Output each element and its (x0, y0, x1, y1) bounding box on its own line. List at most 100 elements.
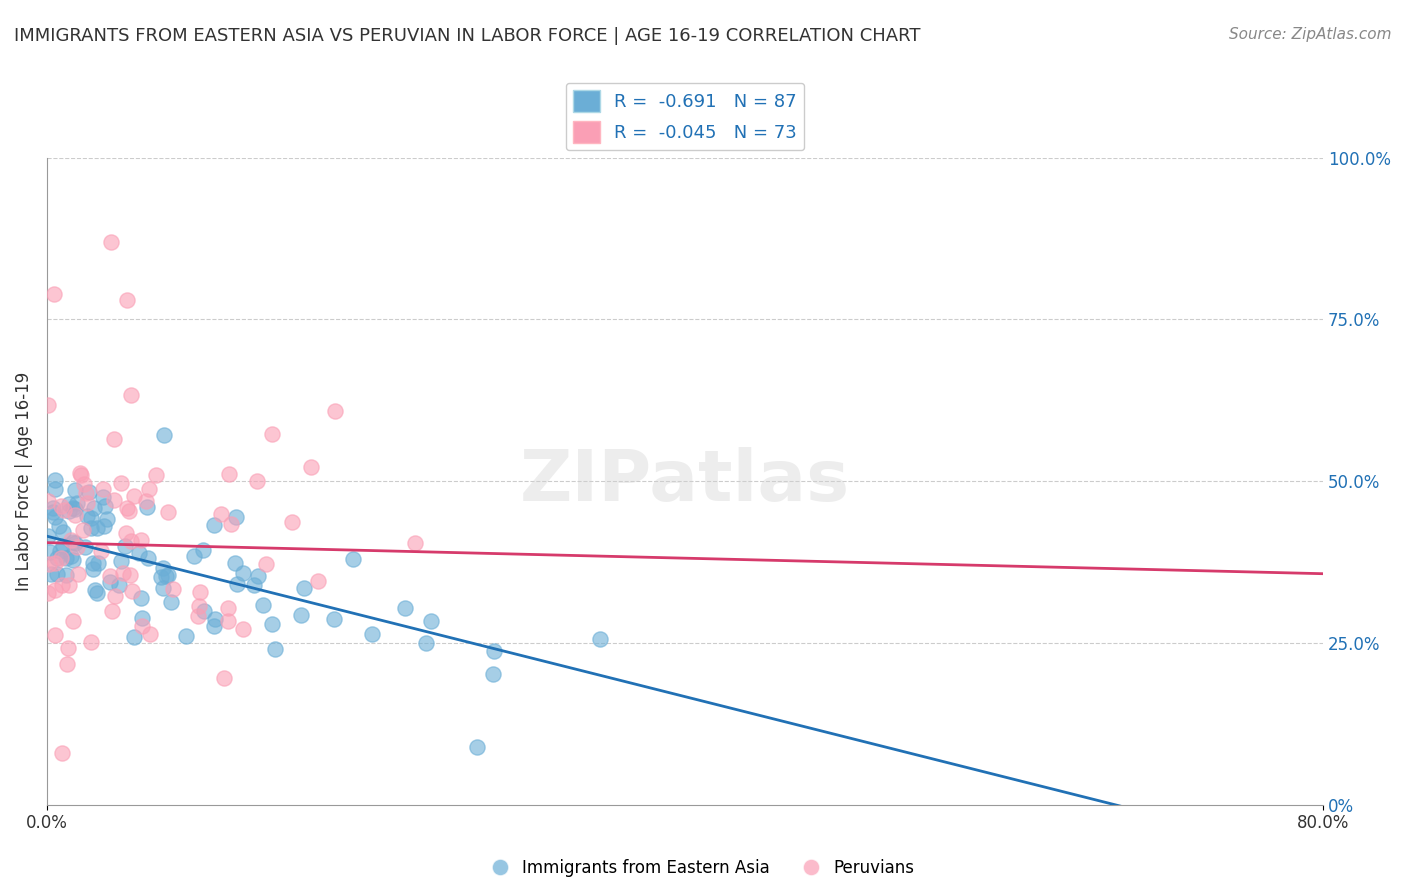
Point (193, 604, 215, 618)
Point (44, 556, 66, 570)
Point (45, 550, 67, 565)
Point (63, 502, 86, 516)
Point (129, 591, 152, 606)
Point (65, 483, 87, 497)
Point (218, 467, 240, 481)
Point (37, 529, 59, 543)
Point (91, 482, 114, 496)
Point (96, 512, 118, 526)
Point (323, 404, 346, 418)
Point (77, 485, 100, 500)
Point (63, 536, 86, 550)
Point (122, 630, 145, 644)
Point (83, 500, 105, 515)
Point (75, 486, 97, 500)
Point (37, 493, 59, 508)
Point (58, 504, 80, 518)
Point (49, 543, 72, 558)
Point (264, 641, 287, 656)
Point (292, 581, 315, 595)
Point (62, 614, 84, 628)
Point (224, 556, 246, 570)
Point (307, 574, 329, 588)
Point (138, 482, 160, 496)
Point (246, 474, 269, 488)
Point (55, 568, 77, 582)
Point (41, 566, 63, 581)
Point (110, 554, 132, 568)
Point (100, 235, 122, 249)
Point (290, 608, 312, 623)
Point (55, 550, 77, 565)
Point (44, 482, 66, 496)
Point (114, 539, 136, 553)
Point (115, 293, 138, 307)
Point (152, 581, 174, 595)
Point (120, 388, 142, 402)
Point (122, 489, 145, 503)
Point (103, 493, 125, 508)
Point (49, 551, 72, 566)
Point (101, 603, 124, 617)
Point (299, 460, 322, 475)
Point (361, 627, 384, 641)
Point (232, 622, 254, 636)
Point (44, 509, 66, 524)
Point (103, 432, 125, 446)
Point (73, 477, 96, 491)
Point (90, 544, 112, 558)
Point (217, 600, 239, 615)
Point (80, 521, 103, 535)
Point (145, 467, 167, 482)
Point (115, 501, 138, 516)
Point (49, 499, 72, 513)
Point (242, 578, 264, 592)
Legend: Immigrants from Eastern Asia, Peruvians: Immigrants from Eastern Asia, Peruvians (485, 853, 921, 884)
Point (260, 426, 283, 441)
Point (131, 618, 153, 632)
Point (246, 569, 269, 583)
Point (465, 740, 488, 755)
Point (188, 585, 211, 599)
Point (162, 582, 184, 596)
Point (131, 611, 153, 625)
Point (214, 671, 236, 685)
Point (589, 632, 612, 647)
Point (42, 505, 65, 519)
Point (69, 467, 91, 481)
Point (128, 545, 150, 559)
Point (104, 589, 127, 603)
Point (51, 578, 73, 592)
Point (209, 507, 232, 521)
Point (91, 490, 114, 504)
Point (252, 598, 274, 612)
Point (82, 556, 104, 570)
Point (87, 556, 110, 570)
Point (42, 500, 65, 515)
Text: IMMIGRANTS FROM EASTERN ASIA VS PERUVIAN IN LABOR FORCE | AGE 16-19 CORRELATION : IMMIGRANTS FROM EASTERN ASIA VS PERUVIAN… (14, 27, 921, 45)
Point (62, 552, 84, 566)
Point (232, 566, 254, 581)
Point (76, 509, 98, 524)
Point (219, 516, 242, 531)
Point (83, 582, 105, 597)
Point (135, 500, 157, 515)
Point (70, 468, 93, 483)
Point (254, 558, 277, 572)
Point (118, 568, 141, 582)
Point (153, 427, 176, 442)
Point (112, 566, 135, 580)
Point (98, 575, 121, 590)
Point (225, 510, 247, 524)
Point (193, 543, 215, 558)
Point (37, 585, 59, 599)
Text: ZIPatlas: ZIPatlas (520, 447, 851, 516)
Point (58, 497, 80, 511)
Text: Source: ZipAtlas.com: Source: ZipAtlas.com (1229, 27, 1392, 42)
Point (281, 516, 304, 530)
Y-axis label: In Labor Force | Age 16-19: In Labor Force | Age 16-19 (15, 372, 32, 591)
Point (48, 519, 70, 533)
Point (62, 535, 84, 549)
Point (51, 746, 73, 760)
Point (129, 533, 152, 547)
